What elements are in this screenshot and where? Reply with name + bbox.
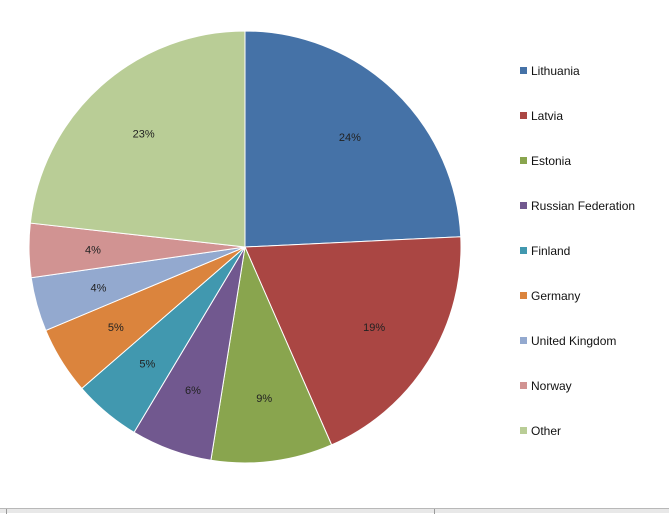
legend-swatch	[520, 337, 527, 344]
legend-item-other: Other	[520, 424, 665, 469]
legend-swatch	[520, 112, 527, 119]
legend-item-lithuania: Lithuania	[520, 64, 665, 109]
pie-label-latvia: 19%	[363, 322, 385, 334]
pie-slices	[28, 30, 462, 464]
legend-label: United Kingdom	[531, 334, 617, 348]
pie-slice-latvia	[244, 236, 462, 446]
legend-swatch	[520, 292, 527, 299]
legend-label: Germany	[531, 289, 581, 303]
pie-slice-estonia	[210, 245, 333, 464]
legend-label: Latvia	[531, 109, 564, 123]
pie-label-lithuania: 24%	[339, 132, 361, 144]
legend: Lithuania Latvia Estonia Russian Federation…	[520, 64, 665, 469]
legend-label: Lithuania	[531, 64, 580, 78]
pie-label-russian-federation: 6%	[185, 385, 201, 397]
legend-swatch	[520, 382, 527, 389]
pie-label-united-kingdom: 4%	[91, 283, 107, 295]
pie-label-norway: 4%	[85, 244, 101, 256]
legend-swatch	[520, 427, 527, 434]
strip-tick	[434, 509, 435, 514]
bottom-scroll-strip	[0, 508, 669, 514]
legend-label: Other	[531, 424, 562, 438]
legend-label: Russian Federation	[531, 199, 636, 213]
legend-item-germany: Germany	[520, 289, 665, 334]
legend-swatch	[520, 247, 527, 254]
legend-swatch	[520, 202, 527, 209]
strip-tick	[6, 509, 7, 514]
pie-slice-other	[29, 30, 246, 248]
pie-label-estonia: 9%	[256, 393, 272, 405]
legend-swatch	[520, 157, 527, 164]
legend-item-finland: Finland	[520, 244, 665, 289]
legend-item-norway: Norway	[520, 379, 665, 424]
legend-swatch	[520, 67, 527, 74]
legend-item-united-kingdom: United Kingdom	[520, 334, 665, 379]
pie-label-other: 23%	[133, 129, 155, 141]
pie-label-germany: 5%	[108, 322, 124, 334]
pie-label-finland: 5%	[139, 358, 155, 370]
pie-slice-lithuania	[244, 30, 462, 248]
legend-label: Finland	[531, 244, 571, 258]
legend-item-latvia: Latvia	[520, 109, 665, 154]
legend-label: Estonia	[531, 154, 572, 168]
legend-item-russian-federation: Russian Federation	[520, 199, 665, 244]
legend-label: Norway	[531, 379, 572, 393]
legend-item-estonia: Estonia	[520, 154, 665, 199]
pie-labels: 24% 19% 9% 6% 5% 5% 4% 4% 23%	[85, 129, 385, 405]
